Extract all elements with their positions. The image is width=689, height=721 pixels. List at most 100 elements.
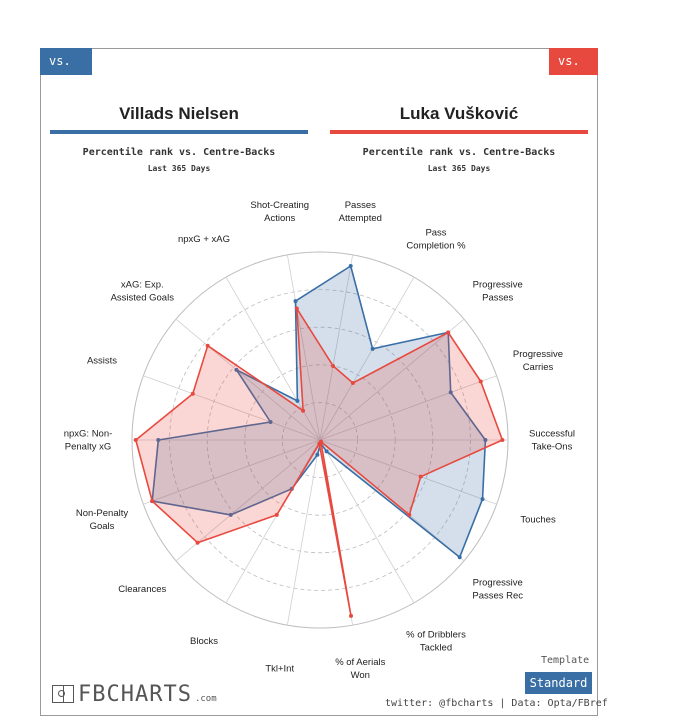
logo-text: FBCHARTS — [78, 681, 192, 707]
axis-label-5: Touches — [520, 514, 556, 525]
axis-label-15: xAG: Exp. Assisted Goals — [111, 279, 175, 303]
grid-spoke-7 — [319, 439, 415, 604]
axis-label-10: Blocks — [190, 636, 218, 647]
series-2-point-1 — [350, 381, 355, 386]
tab-right-comparison[interactable]: vs. CB — [549, 48, 598, 95]
axis-label-line: Passes — [482, 292, 513, 303]
series-2-point-9 — [317, 441, 322, 446]
axis-label-line: npxG: Non- — [64, 429, 113, 440]
series-1-point-13 — [156, 438, 161, 442]
series-2-point-4 — [500, 438, 505, 442]
series-2-point-2 — [446, 330, 451, 335]
grid-spoke-14 — [143, 375, 321, 441]
series-2-area — [135, 307, 504, 617]
radar-series — [133, 263, 505, 618]
series-2-point-3 — [478, 379, 483, 384]
axis-label-line: Passes — [345, 200, 376, 211]
player-2-name: Luka Vušković — [399, 104, 519, 123]
grid-spoke-5 — [319, 439, 497, 505]
axis-label-line: Touches — [520, 514, 556, 525]
axis-label-12: Non-Penalty Goals — [76, 508, 129, 532]
grid-spoke-2 — [319, 318, 465, 441]
series-2-point-17 — [294, 306, 299, 311]
series-1-point-0 — [348, 263, 353, 268]
chart-frame — [40, 48, 598, 716]
axis-label-line: Tkl+Int — [265, 663, 294, 674]
axis-label-line: Shot-Creating — [250, 200, 309, 211]
grid-spoke-15 — [175, 318, 321, 441]
fbcharts-logo: FBCHARTS .com — [52, 681, 217, 707]
credit-line: twitter: @fbcharts | Data: Opta/FBref — [385, 698, 608, 709]
player-1-subtitle: Percentile rank vs. Centre-Backs — [82, 147, 276, 158]
axis-label-line: Goals — [90, 521, 115, 532]
axis-label-2: Progressive Passes — [473, 279, 523, 303]
series-2-point-11 — [195, 540, 200, 545]
axis-label-0: Passes Attempted — [339, 200, 382, 224]
player-1-color-bar — [50, 130, 308, 134]
template-label: Template — [541, 655, 590, 666]
axis-label-line: Attempted — [339, 213, 382, 224]
axis-label-3: Progressive Carries — [513, 349, 563, 373]
player-2-color-bar — [330, 130, 588, 134]
axis-label-line: Non-Penalty — [76, 508, 129, 519]
axis-label-17: Shot-Creating Actions — [250, 200, 309, 224]
series-1-point-1 — [370, 346, 375, 351]
grid-spoke-0 — [319, 254, 354, 441]
player-2-period: Last 365 Days — [427, 164, 491, 173]
tab-left-comparison[interactable]: vs. CB — [40, 48, 92, 95]
axis-label-line: xAG: Exp. — [121, 279, 164, 290]
axis-label-line: Won — [351, 670, 370, 681]
grid-spoke-17 — [286, 254, 321, 441]
axis-label-line: Take-Ons — [532, 442, 573, 453]
axis-label-line: Progressive — [473, 578, 523, 589]
grid-spoke-12 — [143, 439, 321, 505]
axis-label-11: Clearances — [118, 584, 166, 595]
axis-label-line: Progressive — [513, 349, 563, 360]
series-2-point-0 — [331, 363, 336, 368]
series-1-point-15 — [234, 367, 239, 372]
axis-label-line: Blocks — [190, 636, 218, 647]
series-2-point-14 — [190, 391, 195, 396]
logo-suffix: .com — [194, 694, 217, 704]
grid-spoke-3 — [319, 375, 497, 441]
axis-label-6: Progressive Passes Rec — [472, 578, 523, 602]
radar-labels: Passes Attempted Pass Completion % Progressi… — [64, 200, 575, 681]
axis-label-13: npxG: Non- Penalty xG — [64, 429, 113, 453]
grid-spoke-11 — [175, 439, 321, 562]
axis-label-16: npxG + xAG — [178, 234, 230, 245]
template-standard-button[interactable]: Standard — [525, 672, 592, 694]
series-2-point-16 — [301, 408, 306, 413]
series-2-point-5 — [418, 474, 423, 479]
series-2-point-6 — [407, 512, 412, 517]
axis-label-1: Pass Completion % — [406, 228, 466, 252]
axis-label-line: % of Aerials — [335, 657, 385, 668]
grid-spoke-10 — [225, 439, 321, 604]
axis-label-line: npxG + xAG — [178, 234, 230, 245]
axis-label-line: Pass — [425, 228, 446, 239]
player-2-subtitle: Percentile rank vs. Centre-Backs — [362, 147, 556, 158]
player-1-name: Villads Nielsen — [119, 104, 239, 123]
pitch-icon — [52, 685, 74, 703]
axis-label-line: Penalty xG — [65, 442, 111, 453]
axis-label-line: % of Dribblers — [406, 629, 466, 640]
series-1-point-3 — [448, 390, 453, 395]
player-1-period: Last 365 Days — [147, 164, 211, 173]
series-1-point-14 — [268, 419, 273, 424]
grid-spoke-9 — [286, 439, 321, 626]
series-2-point-15 — [205, 343, 210, 348]
series-1-point-16 — [295, 398, 300, 403]
series-2-point-13 — [133, 438, 138, 442]
axis-label-4: Successful Take-Ons — [529, 429, 575, 453]
axis-label-9: Tkl+Int — [265, 663, 294, 674]
grid-spoke-16 — [225, 276, 321, 441]
series-2-point-10 — [274, 512, 279, 517]
axis-label-7: % of Dribblers Tackled — [406, 629, 466, 653]
axis-label-line: Completion % — [406, 241, 466, 252]
series-1-point-6 — [457, 555, 462, 560]
axis-label-line: Passes Rec — [472, 591, 523, 602]
axis-label-line: Assists — [87, 356, 117, 367]
axis-label-line: Assisted Goals — [111, 292, 175, 303]
axis-label-8: % of Aerials Won — [335, 657, 385, 681]
axis-label-line: Progressive — [473, 279, 523, 290]
